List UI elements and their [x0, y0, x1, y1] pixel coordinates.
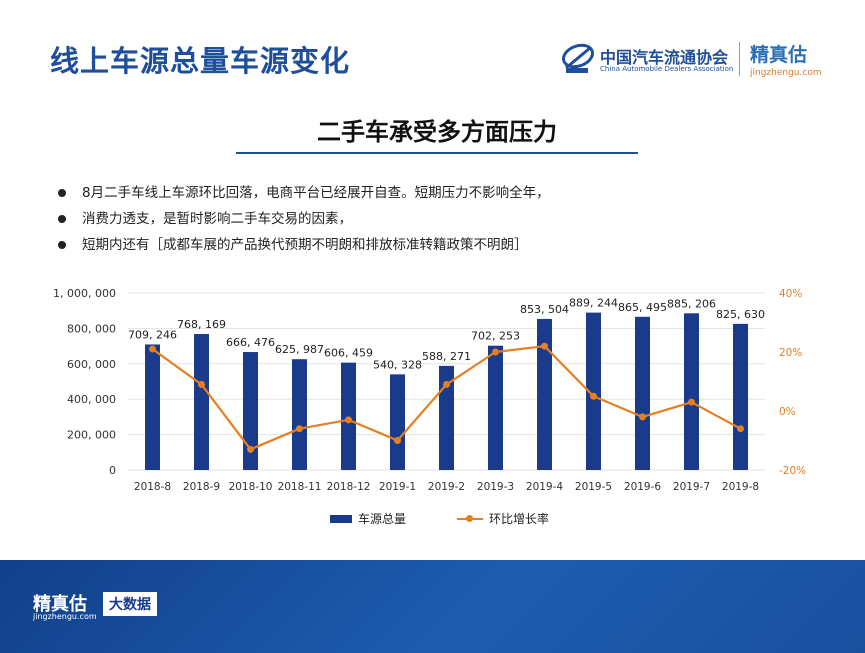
- growth-rate-point: [443, 380, 450, 388]
- bar: [439, 365, 454, 470]
- y-axis-left-tick-label: 1, 000, 000: [53, 287, 116, 300]
- bar-data-label: 625, 987: [275, 343, 324, 356]
- logo-divider: [739, 42, 740, 76]
- subtitle-underline: [236, 152, 638, 154]
- section-subtitle: 二手车承受多方面压力: [317, 118, 557, 146]
- bar-data-label: 865, 495: [618, 301, 667, 314]
- bar-data-label: 825, 630: [716, 308, 765, 321]
- x-axis-tick-label: 2019-6: [624, 481, 662, 493]
- bar: [145, 344, 160, 470]
- legend-bar-label: 车源总量: [358, 512, 407, 526]
- x-axis-tick-label: 2018-12: [327, 481, 371, 493]
- bar-data-label: 540, 328: [373, 358, 422, 371]
- caada-logo: 中国汽车流通协会 China Automobile Dealers Associ…: [560, 40, 734, 80]
- footer-bigdata-tag: 大数据: [103, 592, 157, 616]
- bar-data-label: 768, 169: [177, 318, 226, 331]
- bullet-list: 8月二手车线上车源环比回落，电商平台已经展开自查。短期压力不影响全年， 消费力透…: [58, 180, 550, 258]
- growth-rate-point: [639, 413, 646, 421]
- x-axis-tick-label: 2018-11: [278, 481, 322, 493]
- caada-logo-icon: [561, 43, 595, 73]
- growth-rate-point: [247, 445, 254, 453]
- jzg-logo-url: jingzhengu.com: [750, 68, 822, 78]
- combo-chart: 0 200, 000 400, 000 600, 000 800, 000 1, 000,…: [53, 287, 806, 493]
- footer-brand-url: jingzhengu.com: [33, 612, 97, 621]
- footer-brand-name: 精真估: [33, 594, 87, 615]
- legend-item-bars: 车源总量: [330, 510, 406, 527]
- x-axis-tick-label: 2019-8: [722, 481, 759, 493]
- caada-logo-english: China Automobile Dealers Association: [600, 65, 734, 73]
- bullet-item: 短期内还有［成都车展的产品换代预期不明朗和排放标准转籍政策不明朗］: [58, 232, 550, 258]
- y-axis-left-tick-label: 400, 000: [67, 393, 116, 406]
- growth-rate-point: [198, 380, 205, 388]
- bar-data-label: 702, 253: [471, 330, 520, 343]
- bar: [733, 323, 748, 470]
- jzg-logo: 精真估 jingzhengu.com: [750, 40, 822, 78]
- growth-rate-point: [296, 425, 303, 433]
- bar-data-label: 889, 244: [569, 297, 618, 310]
- y-axis-left-tick-label: 600, 000: [67, 358, 116, 371]
- x-axis-tick-label: 2019-5: [575, 481, 612, 493]
- bar-data-label: 588, 271: [422, 350, 471, 363]
- growth-rate-point: [590, 392, 597, 400]
- x-axis-tick-label: 2019-2: [428, 481, 465, 493]
- x-axis-tick-label: 2018-10: [229, 481, 273, 493]
- bar-data-label: 709, 246: [128, 328, 177, 341]
- x-axis-tick-label: 2019-1: [379, 481, 416, 493]
- bar: [488, 345, 503, 470]
- bar: [292, 359, 307, 470]
- x-axis-tick-label: 2019-4: [526, 481, 564, 493]
- x-axis-tick-label: 2019-3: [477, 481, 514, 493]
- x-axis-tick-label: 2019-7: [673, 481, 710, 493]
- y-axis-right-tick-label: -20%: [779, 465, 806, 477]
- bar: [684, 313, 699, 470]
- y-axis-left-tick-label: 800, 000: [67, 322, 116, 335]
- bar: [635, 316, 650, 470]
- bar: [537, 318, 552, 470]
- growth-rate-point: [394, 437, 401, 444]
- bar: [341, 362, 356, 470]
- caada-logo-name: 中国汽车流通协会: [600, 48, 729, 67]
- bar-data-label: 853, 504: [520, 303, 569, 316]
- growth-rate-point: [541, 342, 548, 350]
- bullet-item: 8月二手车线上车源环比回落，电商平台已经展开自查。短期压力不影响全年，: [58, 180, 550, 206]
- bar: [390, 374, 405, 470]
- bar: [586, 312, 601, 470]
- y-axis-left-tick-label: 0: [109, 464, 116, 477]
- x-axis-tick-label: 2018-9: [183, 481, 220, 493]
- growth-rate-point: [492, 348, 499, 356]
- bar: [194, 334, 209, 470]
- y-axis-right-tick-label: 0%: [779, 406, 796, 418]
- growth-rate-point: [149, 345, 156, 353]
- growth-rate-point: [737, 425, 744, 433]
- legend-line-label: 环比增长率: [489, 512, 550, 526]
- x-axis-tick-label: 2018-8: [134, 481, 171, 493]
- legend-line-marker: [466, 515, 473, 522]
- legend-item-line: 环比增长率: [457, 510, 549, 527]
- jzg-logo-name: 精真估: [750, 44, 808, 66]
- bar-data-label: 606, 459: [324, 347, 373, 360]
- page-title: 线上车源总量车源变化: [50, 44, 351, 78]
- y-axis-left-tick-label: 200, 000: [67, 429, 116, 442]
- growth-rate-point: [345, 416, 352, 424]
- bar-data-label: 666, 476: [226, 336, 275, 349]
- y-axis-right-tick-label: 40%: [779, 288, 802, 300]
- bar-data-label: 885, 206: [667, 297, 716, 310]
- bar: [243, 352, 258, 470]
- footer-banner: 精真估 jingzhengu.com 大数据: [0, 560, 865, 653]
- legend-bar-swatch: [330, 515, 352, 523]
- y-axis-right-tick-label: 20%: [779, 347, 802, 359]
- bullet-item: 消费力透支，是暂时影响二手车交易的因素，: [58, 206, 550, 232]
- growth-rate-point: [688, 398, 695, 406]
